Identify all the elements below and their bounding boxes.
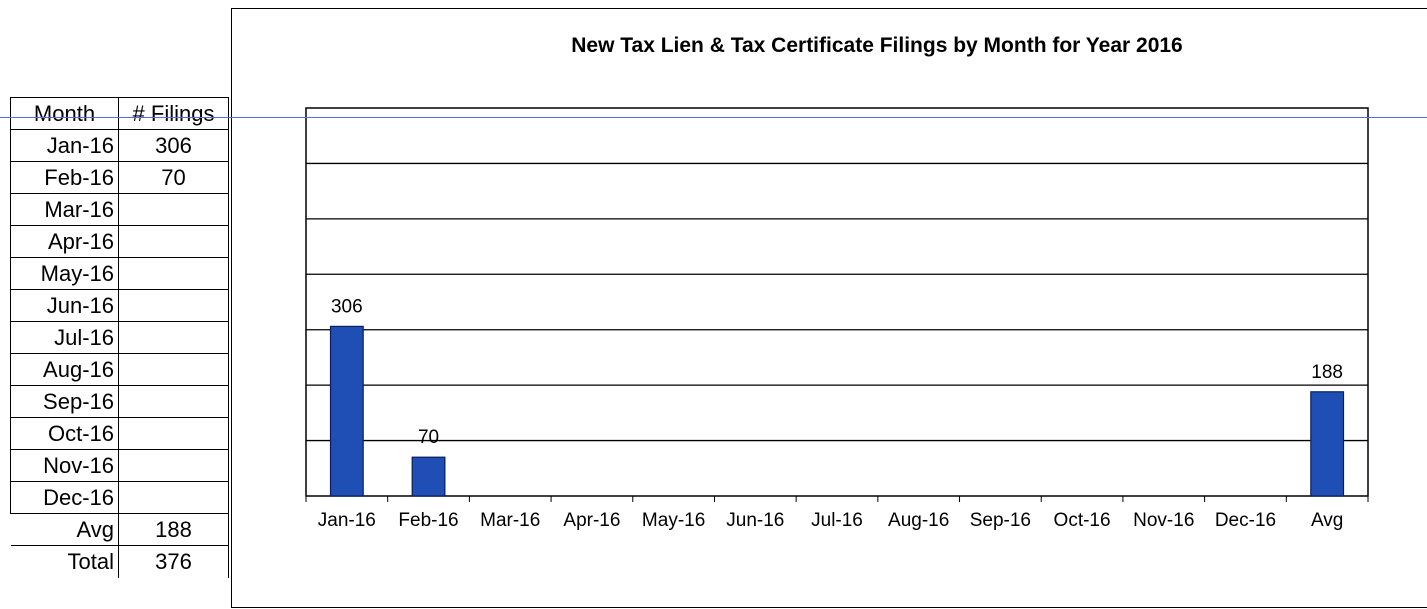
row-filings [118, 449, 229, 482]
x-tick-label: May-16 [642, 510, 705, 531]
x-tick-label: Nov-16 [1133, 510, 1194, 531]
x-tick-label: Apr-16 [563, 510, 620, 531]
table-row: Dec-16 [10, 481, 229, 514]
row-month: Dec-16 [10, 481, 119, 514]
row-month: Sep-16 [10, 385, 119, 418]
table-row: Jun-16 [10, 289, 229, 322]
row-filings [118, 321, 229, 354]
plot-area [305, 107, 1369, 497]
row-month: Apr-16 [10, 225, 119, 258]
data-label: 306 [331, 296, 363, 317]
bar [411, 456, 446, 497]
row-filings: 306 [118, 129, 229, 162]
chart-title: New Tax Lien & Tax Certificate Filings b… [571, 34, 1183, 57]
row-filings: 70 [118, 161, 229, 194]
table-row: May-16 [10, 257, 229, 290]
x-tick-label: Jun-16 [726, 510, 784, 531]
summary-value: 188 [118, 513, 229, 546]
summary-row: Avg 188 [10, 513, 229, 546]
row-filings [118, 257, 229, 290]
row-filings [118, 481, 229, 514]
x-tick-label: Dec-16 [1215, 510, 1276, 531]
x-tick-label: Jan-16 [318, 510, 376, 531]
row-filings [118, 417, 229, 450]
x-tick-label: Jul-16 [811, 510, 863, 531]
filings-table: Month # Filings Jan-16 306 Feb-16 70 Mar-16 A… [10, 97, 229, 578]
x-tick-label: Feb-16 [398, 510, 458, 531]
data-label: 70 [418, 427, 439, 448]
row-month: Oct-16 [10, 417, 119, 450]
x-tick-label: Mar-16 [480, 510, 540, 531]
x-tick-label: Aug-16 [888, 510, 949, 531]
row-month: Aug-16 [10, 353, 119, 386]
row-month: Nov-16 [10, 449, 119, 482]
data-label: 188 [1311, 362, 1343, 383]
row-filings [118, 225, 229, 258]
header-month: Month [10, 97, 119, 130]
table-header-row: Month # Filings [10, 97, 229, 130]
header-filings: # Filings [118, 97, 229, 130]
table-row: Mar-16 [10, 193, 229, 226]
table-row: Feb-16 70 [10, 161, 229, 194]
row-month: Feb-16 [10, 161, 119, 194]
table-row: Nov-16 [10, 449, 229, 482]
row-month: Jan-16 [10, 129, 119, 162]
summary-value: 376 [118, 545, 229, 578]
table-row: Jan-16 306 [10, 129, 229, 162]
bar [329, 325, 364, 497]
row-month: Jun-16 [10, 289, 119, 322]
row-month: Mar-16 [10, 193, 119, 226]
chart-frame: New Tax Lien & Tax Certificate Filings b… [231, 8, 1427, 608]
x-tick-label: Avg [1311, 510, 1343, 531]
table-row: Jul-16 [10, 321, 229, 354]
summary-row: Total 376 [10, 545, 229, 578]
table-row: Oct-16 [10, 417, 229, 450]
x-tick-label: Oct-16 [1054, 510, 1111, 531]
blue-guide-line [0, 117, 1427, 118]
row-filings [118, 385, 229, 418]
summary-label: Avg [10, 513, 119, 546]
bar-chart: New Tax Lien & Tax Certificate Filings b… [305, 34, 1369, 531]
x-tick-label: Sep-16 [970, 510, 1031, 531]
row-month: May-16 [10, 257, 119, 290]
table-row: Apr-16 [10, 225, 229, 258]
table-row: Sep-16 [10, 385, 229, 418]
bar [1310, 391, 1345, 497]
table-row: Aug-16 [10, 353, 229, 386]
row-filings [118, 193, 229, 226]
row-month: Jul-16 [10, 321, 119, 354]
row-filings [118, 289, 229, 322]
summary-label: Total [10, 545, 119, 578]
row-filings [118, 353, 229, 386]
